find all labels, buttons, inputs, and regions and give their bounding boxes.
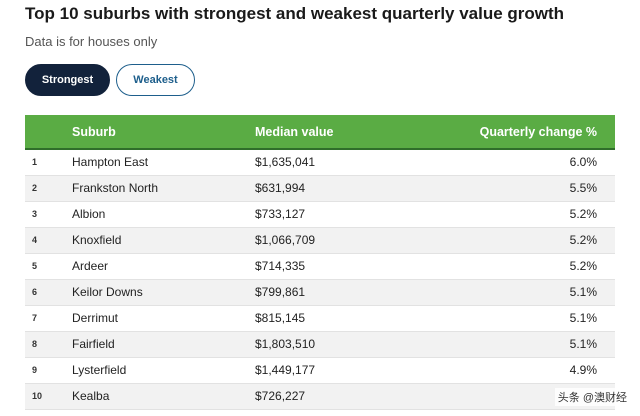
- rank-cell: 3: [25, 201, 72, 228]
- suburbs-table-container: Suburb Median value Quarterly change % 1…: [25, 115, 615, 410]
- quarterly-change-cell: 5.1%: [435, 279, 615, 306]
- rank-cell: 10: [25, 383, 72, 410]
- table-row: 10 Kealba $726,227: [25, 383, 615, 410]
- rank-cell: 4: [25, 227, 72, 254]
- median-value-cell: $815,145: [255, 305, 435, 332]
- strongest-button[interactable]: Strongest: [25, 64, 110, 96]
- suburb-cell: Hampton East: [72, 149, 255, 176]
- median-value-cell: $1,635,041: [255, 149, 435, 176]
- quarterly-change-cell: 4.9%: [435, 357, 615, 384]
- rank-cell: 9: [25, 357, 72, 384]
- suburbs-table: Suburb Median value Quarterly change % 1…: [25, 115, 615, 410]
- table-row: 8 Fairfield $1,803,510 5.1%: [25, 331, 615, 358]
- table-row: 6 Keilor Downs $799,861 5.1%: [25, 279, 615, 306]
- median-value-cell: $631,994: [255, 175, 435, 202]
- median-value-cell: $1,803,510: [255, 331, 435, 358]
- suburb-cell: Fairfield: [72, 331, 255, 358]
- suburb-cell: Ardeer: [72, 253, 255, 280]
- rank-cell: 6: [25, 279, 72, 306]
- quarterly-change-cell: 5.1%: [435, 305, 615, 332]
- table-row: 1 Hampton East $1,635,041 6.0%: [25, 149, 615, 176]
- table-header-row: Suburb Median value Quarterly change %: [25, 115, 615, 150]
- rank-cell: 1: [25, 149, 72, 176]
- rank-cell: 8: [25, 331, 72, 358]
- suburb-cell: Lysterfield: [72, 357, 255, 384]
- strongest-weakest-toggle: Strongest Weakest: [25, 64, 195, 96]
- median-value-cell: $1,066,709: [255, 227, 435, 254]
- weakest-button[interactable]: Weakest: [116, 64, 195, 96]
- quarterly-change-cell: 5.5%: [435, 175, 615, 202]
- table-row: 7 Derrimut $815,145 5.1%: [25, 305, 615, 332]
- median-value-cell: $799,861: [255, 279, 435, 306]
- suburb-cell: Frankston North: [72, 175, 255, 202]
- suburb-cell: Keilor Downs: [72, 279, 255, 306]
- quarterly-change-cell: 5.2%: [435, 253, 615, 280]
- watermark-label: 头条 @澳财经: [554, 388, 630, 406]
- median-value-cell: $714,335: [255, 253, 435, 280]
- quarterly-change-cell: 5.1%: [435, 331, 615, 358]
- median-value-cell: $733,127: [255, 201, 435, 228]
- suburb-cell: Albion: [72, 201, 255, 228]
- table-row: 9 Lysterfield $1,449,177 4.9%: [25, 357, 615, 384]
- quarterly-change-cell: 5.2%: [435, 227, 615, 254]
- rank-column-header: [25, 115, 72, 150]
- median-value-cell: $1,449,177: [255, 357, 435, 384]
- page-subtitle: Data is for houses only: [25, 34, 158, 49]
- rank-cell: 5: [25, 253, 72, 280]
- rank-cell: 2: [25, 175, 72, 202]
- median-value-cell: $726,227: [255, 383, 435, 410]
- quarterly-change-cell: 6.0%: [435, 149, 615, 176]
- suburb-cell: Kealba: [72, 383, 255, 410]
- table-row: 2 Frankston North $631,994 5.5%: [25, 175, 615, 202]
- suburb-cell: Knoxfield: [72, 227, 255, 254]
- page-title: Top 10 suburbs with strongest and weakes…: [25, 4, 565, 23]
- suburb-column-header[interactable]: Suburb: [72, 115, 255, 150]
- suburb-cell: Derrimut: [72, 305, 255, 332]
- quarterly-change-column-header[interactable]: Quarterly change %: [435, 115, 615, 150]
- rank-cell: 7: [25, 305, 72, 332]
- table-row: 5 Ardeer $714,335 5.2%: [25, 253, 615, 280]
- table-row: 4 Knoxfield $1,066,709 5.2%: [25, 227, 615, 254]
- table-row: 3 Albion $733,127 5.2%: [25, 201, 615, 228]
- median-value-column-header[interactable]: Median value: [255, 115, 435, 150]
- quarterly-change-cell: 5.2%: [435, 201, 615, 228]
